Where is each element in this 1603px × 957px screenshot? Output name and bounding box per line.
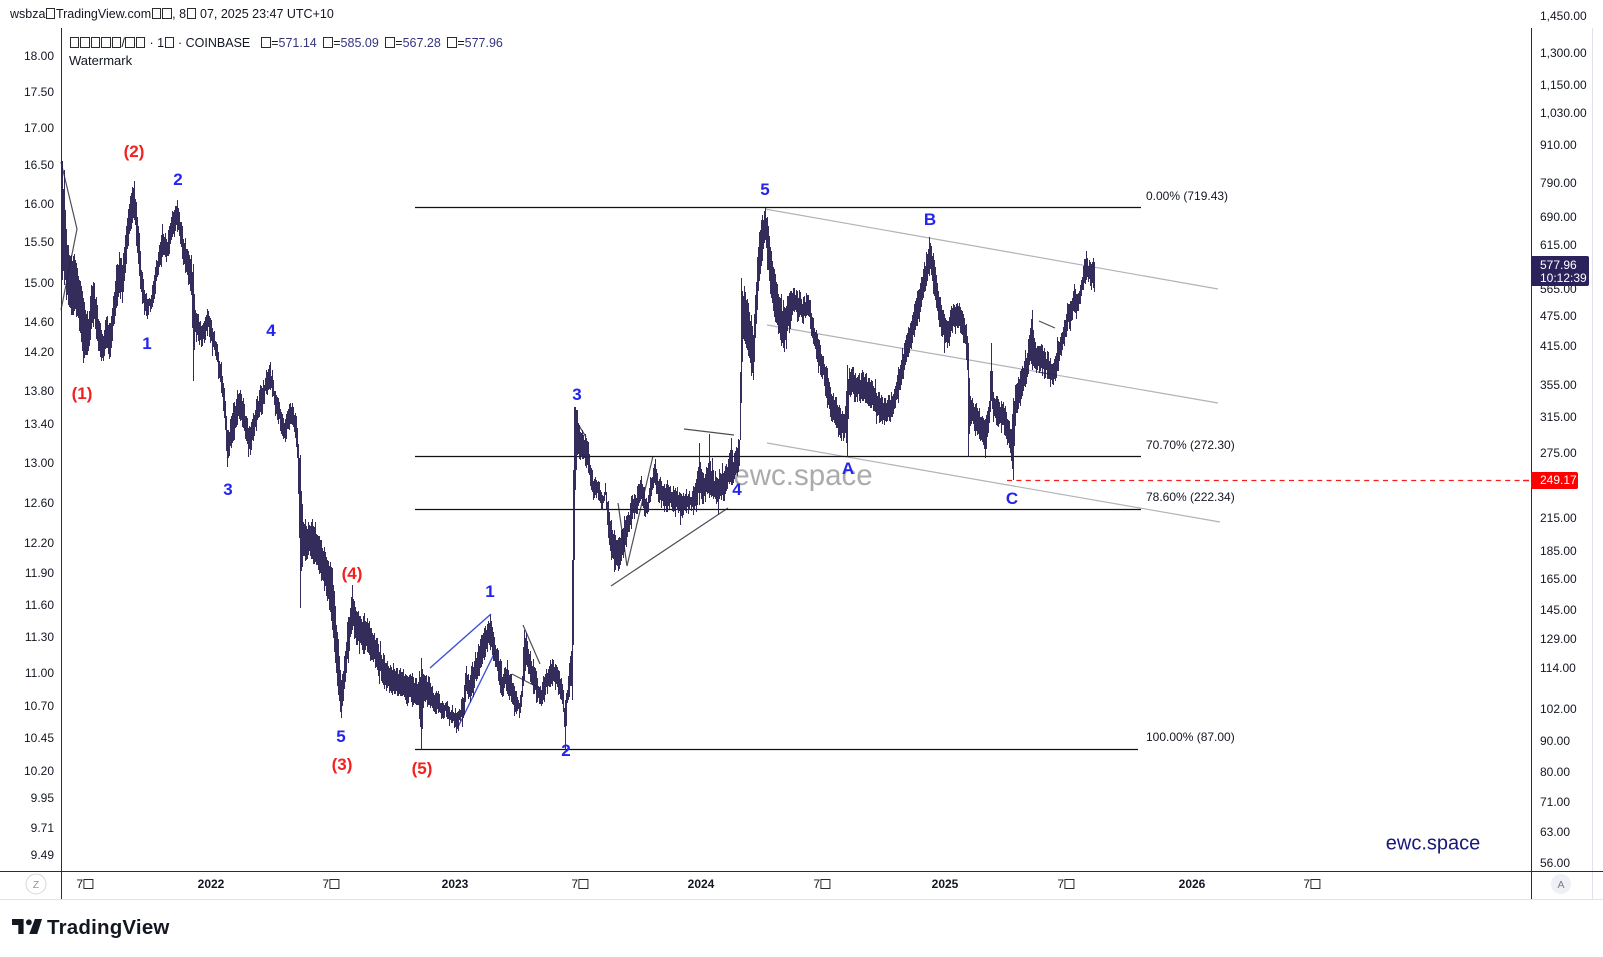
- svg-text:ewc.space: ewc.space: [733, 459, 872, 492]
- svg-text:Z: Z: [33, 879, 40, 891]
- svg-text:TradingView: TradingView: [47, 916, 170, 939]
- svg-text:A: A: [1557, 879, 1564, 891]
